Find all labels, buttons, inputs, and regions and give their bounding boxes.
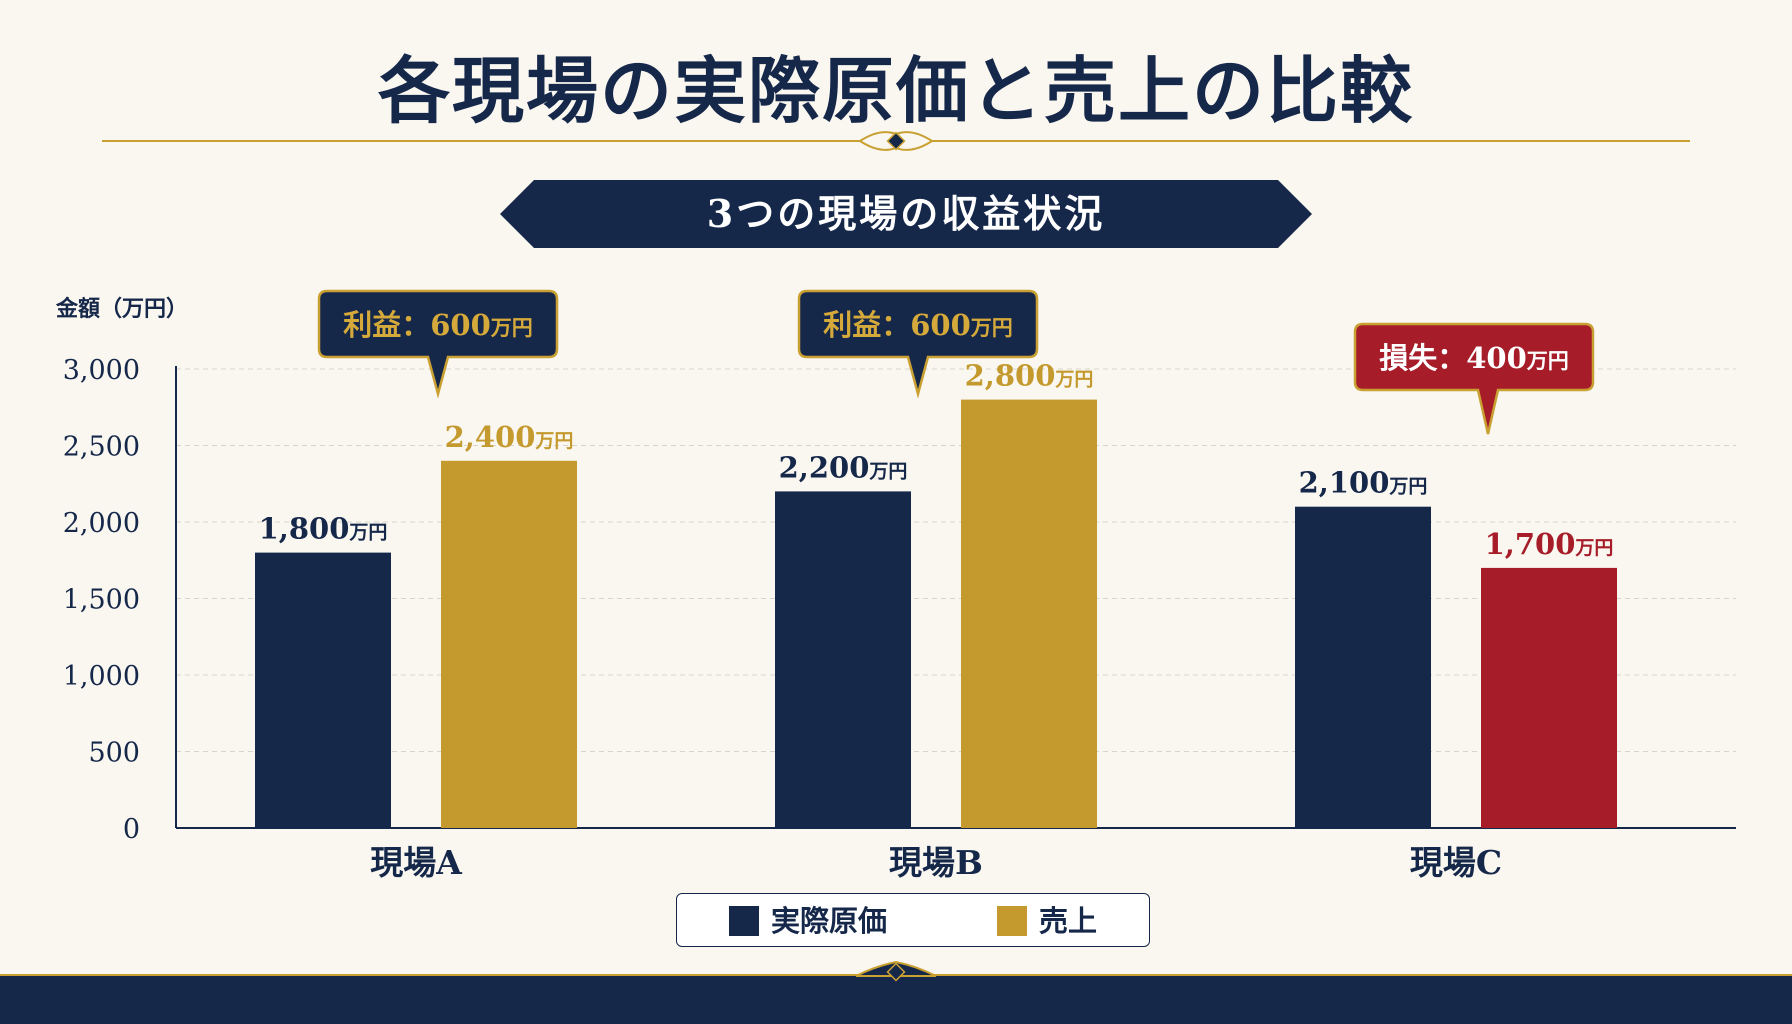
y-tick-label: 1,000 bbox=[63, 661, 140, 692]
footer-band bbox=[0, 976, 1792, 1024]
callout-text: 損失：400万円 bbox=[1379, 341, 1569, 375]
legend-swatch-sales bbox=[997, 906, 1027, 936]
bar-value-label: 1,700万円 bbox=[1485, 527, 1614, 561]
legend: 実際原価 売上 bbox=[676, 893, 1150, 947]
bar-value-label: 2,400万円 bbox=[445, 420, 574, 454]
y-tick-label: 0 bbox=[123, 814, 140, 845]
callout-loss bbox=[1353, 322, 1595, 435]
callout-profit bbox=[317, 289, 559, 399]
bar-value-label: 2,100万円 bbox=[1299, 466, 1428, 500]
bar-cost bbox=[255, 552, 391, 828]
bar-value-label: 1,800万円 bbox=[259, 512, 388, 546]
callout-text: 利益：600万円 bbox=[343, 308, 533, 342]
subtitle: 3つの現場の収益状況 bbox=[706, 191, 1106, 236]
page-title: 各現場の実際原価と売上の比較 bbox=[377, 48, 1414, 133]
bar-sales bbox=[441, 460, 577, 828]
legend-label-sales: 売上 bbox=[1039, 904, 1098, 938]
subtitle-banner bbox=[500, 180, 1312, 248]
title-ornament-rule bbox=[102, 131, 1690, 151]
bar-cost bbox=[775, 491, 911, 828]
y-tick-label: 2,500 bbox=[63, 432, 140, 463]
y-tick-label: 1,500 bbox=[63, 585, 140, 616]
bar-cost bbox=[1295, 506, 1431, 828]
x-category-label: 現場B bbox=[889, 843, 983, 882]
legend-label-cost: 実際原価 bbox=[771, 904, 888, 938]
y-tick-label: 500 bbox=[88, 738, 140, 769]
bar-sales bbox=[1481, 567, 1617, 828]
y-tick-label: 2,000 bbox=[63, 508, 140, 539]
y-axis-label: 金額（万円） bbox=[55, 296, 188, 322]
footer-ornament bbox=[856, 960, 936, 982]
callout-profit bbox=[797, 289, 1039, 399]
bar-value-label: 2,200万円 bbox=[779, 450, 908, 484]
x-category-label: 現場C bbox=[1410, 843, 1502, 882]
x-category-label: 現場A bbox=[370, 843, 462, 882]
bar-value-label: 2,800万円 bbox=[965, 359, 1094, 393]
y-tick-label: 3,000 bbox=[63, 355, 140, 386]
legend-swatch-cost bbox=[729, 906, 759, 936]
callout-text: 利益：600万円 bbox=[823, 308, 1013, 342]
bar-sales bbox=[961, 399, 1097, 828]
